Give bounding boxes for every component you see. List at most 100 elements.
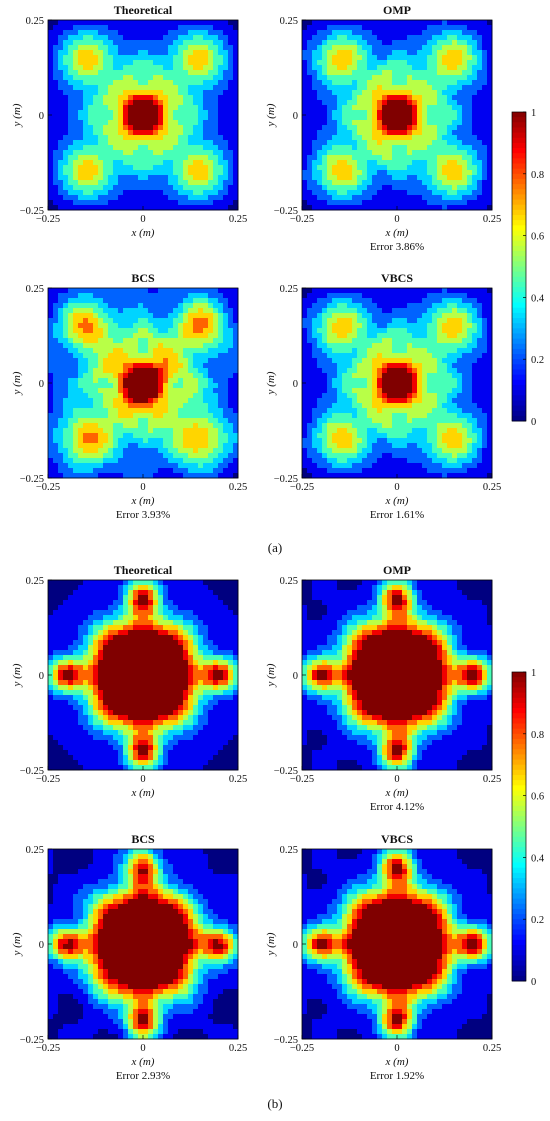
heat-cell: [158, 318, 164, 324]
heat-cell: [442, 70, 448, 76]
heat-cell: [223, 25, 229, 31]
heat-cell: [58, 363, 64, 369]
heat-cell: [357, 190, 363, 196]
heat-cell: [183, 453, 189, 459]
heat-cell: [68, 353, 74, 359]
heat-cell: [93, 205, 99, 211]
heat-cell: [168, 95, 174, 101]
heat-cell: [58, 175, 64, 181]
heat-cell: [342, 125, 348, 131]
heat-cell: [203, 170, 209, 176]
heat-cell: [218, 413, 224, 419]
heat-cell: [302, 65, 308, 71]
heat-cell: [88, 443, 94, 449]
heat-cell: [307, 423, 313, 429]
heat-cell: [367, 200, 373, 206]
heat-cell: [342, 80, 348, 86]
heat-cell: [63, 293, 69, 299]
heat-cell: [188, 40, 194, 46]
heat-cell: [143, 60, 149, 66]
heat-cell: [48, 175, 54, 181]
heat-cell: [362, 120, 368, 126]
heat-cell: [163, 293, 169, 299]
heat-cell: [412, 75, 418, 81]
heat-cell: [362, 40, 368, 46]
heat-cell: [98, 55, 104, 61]
heat-cell: [362, 110, 368, 116]
heat-cell: [158, 155, 164, 161]
heat-cell: [153, 55, 159, 61]
heat-cell: [178, 473, 184, 479]
heat-cell: [193, 463, 199, 469]
heat-cell: [447, 175, 453, 181]
heat-cell: [73, 150, 79, 156]
heat-cell: [48, 313, 54, 319]
heat-cell: [188, 70, 194, 76]
heat-cell: [322, 140, 328, 146]
heat-cell: [53, 393, 59, 399]
heat-cell: [327, 195, 333, 201]
heat-cell: [58, 358, 64, 364]
heat-cell: [342, 403, 348, 409]
heat-cell: [203, 130, 209, 136]
heat-cell: [462, 55, 468, 61]
heat-cell: [88, 328, 94, 334]
heat-cell: [482, 105, 488, 111]
heat-cell: [113, 85, 119, 91]
heat-cell: [372, 160, 378, 166]
heat-cell: [88, 35, 94, 41]
heat-cell: [193, 453, 199, 459]
heat-cell: [143, 30, 149, 36]
heat-cell: [228, 165, 234, 171]
heat-cell: [53, 165, 59, 171]
heat-cell: [113, 378, 119, 384]
heat-cell: [392, 85, 398, 91]
heat-cell: [63, 80, 69, 86]
heat-cell: [372, 388, 378, 394]
heat-cell: [437, 175, 443, 181]
heat-cell: [372, 30, 378, 36]
heat-cell: [83, 373, 89, 379]
heat-cell: [422, 175, 428, 181]
heat-cell: [347, 293, 353, 299]
heat-cell: [133, 195, 139, 201]
heat-cell: [153, 105, 159, 111]
heat-cell: [178, 145, 184, 151]
heat-cell: [53, 175, 59, 181]
heat-cell: [322, 468, 328, 474]
heat-cell: [457, 35, 463, 41]
heat-cell: [78, 413, 84, 419]
heat-cell: [108, 288, 114, 294]
heat-cell: [427, 125, 433, 131]
heat-cell: [417, 75, 423, 81]
heat-cell: [367, 468, 373, 474]
heat-cell: [108, 418, 114, 424]
heat-cell: [477, 190, 483, 196]
heat-cell: [128, 125, 134, 131]
heat-cell: [372, 200, 378, 206]
heat-cell: [228, 343, 234, 349]
heat-cell: [98, 30, 104, 36]
heat-cell: [113, 195, 119, 201]
heat-cell: [302, 150, 308, 156]
heat-cell: [53, 50, 59, 56]
heat-cell: [208, 473, 214, 479]
heat-cell: [387, 85, 393, 91]
heat-cell: [457, 170, 463, 176]
heat-cell: [233, 418, 239, 424]
heat-cell: [362, 105, 368, 111]
heat-cell: [118, 185, 124, 191]
heat-cell: [347, 323, 353, 329]
heat-cell: [233, 50, 239, 56]
heat-cell: [487, 190, 493, 196]
heat-cell: [173, 363, 179, 369]
heat-cell: [457, 105, 463, 111]
heat-cell: [362, 388, 368, 394]
heat-cell: [133, 413, 139, 419]
heat-cell: [53, 120, 59, 126]
heat-cell: [352, 413, 358, 419]
heat-cell: [163, 383, 169, 389]
heat-cell: [432, 85, 438, 91]
heat-cell: [407, 165, 413, 171]
heat-cell: [487, 160, 493, 166]
